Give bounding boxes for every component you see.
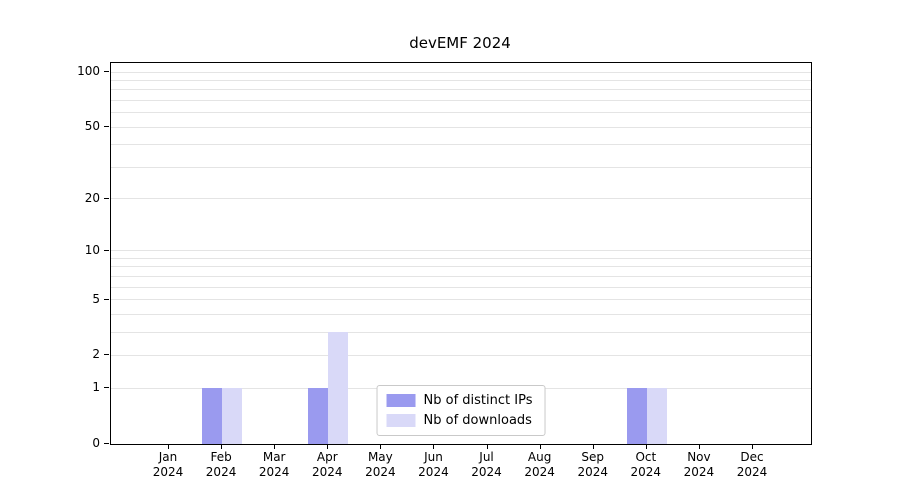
- x-tick-label: Aug 2024: [510, 450, 570, 480]
- x-tick-mark: [698, 444, 700, 449]
- y-tick-mark: [104, 387, 109, 389]
- legend-entry: Nb of downloads: [386, 413, 533, 428]
- x-tick-year: 2024: [630, 465, 662, 479]
- x-tick-mark: [327, 444, 329, 449]
- x-tick-mark: [274, 444, 276, 449]
- x-tick-month: Sep: [581, 450, 605, 464]
- legend: Nb of distinct IPs Nb of downloads: [376, 385, 546, 436]
- y-tick-label: 20: [84, 190, 100, 205]
- legend-swatch: [386, 394, 416, 407]
- x-tick-month: Nov: [687, 450, 711, 464]
- gridline: [111, 331, 811, 333]
- gridline: [111, 354, 811, 356]
- gridline: [111, 126, 811, 128]
- y-tick-mark: [104, 71, 109, 73]
- x-tick-label: Jun 2024: [403, 450, 463, 480]
- x-tick-mark: [645, 444, 647, 449]
- bar-downloads: [328, 332, 349, 444]
- legend-label: Nb of distinct IPs: [423, 393, 533, 408]
- legend-label: Nb of downloads: [423, 413, 532, 428]
- gridline: [111, 71, 811, 73]
- x-tick-label: Nov 2024: [669, 450, 729, 480]
- y-tick-mark: [104, 354, 109, 356]
- bar-distinct-ips: [308, 388, 329, 444]
- x-tick-month: Jul: [479, 450, 494, 464]
- x-tick-year: 2024: [258, 465, 290, 479]
- x-tick-year: 2024: [524, 465, 555, 479]
- x-tick-label: Mar 2024: [244, 450, 304, 480]
- x-tick-mark: [221, 444, 223, 449]
- y-tick-label: 2: [92, 347, 100, 362]
- plot-area: Nb of distinct IPs Nb of downloads: [110, 62, 812, 445]
- x-tick-mark: [539, 444, 541, 449]
- x-tick-mark: [433, 444, 435, 449]
- x-tick-label: Oct 2024: [616, 450, 676, 480]
- x-tick-mark: [752, 444, 753, 449]
- x-tick-year: 2024: [736, 465, 768, 479]
- x-tick-month: Apr: [316, 450, 338, 464]
- gridline: [111, 299, 811, 301]
- x-tick-month: Jan: [158, 450, 178, 464]
- x-tick-mark: [486, 444, 488, 449]
- gridline: [111, 313, 811, 315]
- bar-distinct-ips: [202, 388, 223, 444]
- gridline: [111, 99, 811, 101]
- x-tick-year: 2024: [205, 465, 237, 479]
- gridline: [111, 79, 811, 81]
- bar-downloads: [222, 388, 243, 444]
- x-tick-month: Aug: [527, 450, 552, 464]
- x-tick-month: Mar: [262, 450, 286, 464]
- x-tick-label: Dec 2024: [722, 450, 782, 480]
- gridline: [111, 89, 811, 91]
- x-tick-month: Jun: [424, 450, 443, 464]
- gridline: [111, 266, 811, 268]
- x-tick-label: Sep 2024: [563, 450, 623, 480]
- legend-entry: Nb of distinct IPs: [386, 393, 533, 408]
- x-tick-label: May 2024: [350, 450, 410, 480]
- chart-title: devEMF 2024: [409, 34, 511, 52]
- y-tick-mark: [104, 126, 109, 128]
- x-tick-label: Apr 2024: [297, 450, 357, 480]
- y-tick-label: 0: [92, 436, 100, 450]
- x-tick-year: 2024: [577, 465, 608, 479]
- y-tick-label: 10: [84, 242, 100, 257]
- gridline: [111, 286, 811, 288]
- y-tick-label: 100: [77, 64, 100, 79]
- x-tick-year: 2024: [683, 465, 715, 479]
- gridline: [111, 275, 811, 277]
- legend-swatch: [386, 414, 416, 427]
- gridline: [111, 257, 811, 259]
- gridline: [111, 166, 811, 168]
- y-tick-label: 1: [92, 380, 100, 395]
- gridline: [111, 112, 811, 114]
- x-tick-label: Feb 2024: [191, 450, 251, 480]
- x-tick-month: May: [367, 450, 393, 464]
- bar-downloads: [646, 388, 667, 444]
- x-tick-year: 2024: [152, 465, 184, 479]
- x-tick-mark: [592, 444, 594, 449]
- bar-distinct-ips: [626, 388, 647, 444]
- y-tick-label: 50: [84, 119, 100, 134]
- x-tick-label: Jan 2024: [138, 450, 198, 480]
- gridline: [111, 144, 811, 146]
- gridline: [111, 198, 811, 200]
- x-tick-month: Feb: [210, 450, 232, 464]
- y-tick-mark: [104, 249, 109, 251]
- x-tick-month: Oct: [635, 450, 657, 464]
- x-tick-year: 2024: [365, 465, 396, 479]
- x-tick-year: 2024: [471, 465, 502, 479]
- y-tick-mark: [104, 197, 109, 199]
- x-tick-month: Dec: [740, 450, 764, 464]
- x-tick-mark: [168, 444, 169, 449]
- y-tick-mark: [104, 298, 109, 300]
- y-tick-label: 5: [92, 291, 100, 306]
- gridline: [111, 250, 811, 252]
- y-tick-mark: [104, 443, 109, 444]
- x-tick-label: Jul 2024: [457, 450, 517, 480]
- x-tick-year: 2024: [418, 465, 449, 479]
- x-tick-mark: [380, 444, 382, 449]
- x-tick-year: 2024: [311, 465, 343, 479]
